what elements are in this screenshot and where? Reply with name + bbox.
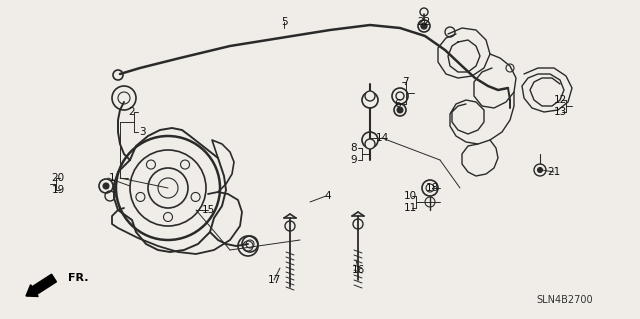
Text: 4: 4 <box>324 191 332 201</box>
Text: 5: 5 <box>281 17 287 27</box>
Text: 12: 12 <box>554 95 566 105</box>
Text: 2: 2 <box>129 107 135 117</box>
Text: 3: 3 <box>139 127 145 137</box>
Text: 13: 13 <box>554 107 566 117</box>
Circle shape <box>365 91 375 101</box>
Text: 6: 6 <box>395 99 401 109</box>
Circle shape <box>421 23 427 29</box>
Circle shape <box>103 183 109 189</box>
Text: 7: 7 <box>402 77 408 87</box>
Text: 22: 22 <box>417 17 431 27</box>
Text: 14: 14 <box>376 133 388 143</box>
Text: FR.: FR. <box>68 273 88 283</box>
Circle shape <box>538 167 543 173</box>
Circle shape <box>397 107 403 113</box>
Text: 1: 1 <box>109 173 115 183</box>
Text: 21: 21 <box>547 167 561 177</box>
Text: 18: 18 <box>426 183 438 193</box>
Text: 19: 19 <box>51 185 65 195</box>
Text: 10: 10 <box>403 191 417 201</box>
Text: 16: 16 <box>351 265 365 275</box>
Circle shape <box>365 139 375 149</box>
Text: SLN4B2700: SLN4B2700 <box>537 295 593 305</box>
Text: 8: 8 <box>351 143 357 153</box>
Text: 11: 11 <box>403 203 417 213</box>
FancyArrow shape <box>26 274 56 296</box>
Text: 9: 9 <box>351 155 357 165</box>
Text: 15: 15 <box>202 205 214 215</box>
Text: 17: 17 <box>268 275 280 285</box>
Text: 20: 20 <box>51 173 65 183</box>
